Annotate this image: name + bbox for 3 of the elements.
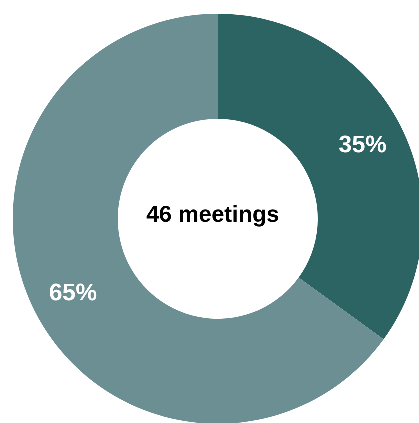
data-label: 35% (338, 132, 387, 159)
data-label: 65% (49, 279, 98, 306)
text: 46 meetings (146, 201, 280, 227)
